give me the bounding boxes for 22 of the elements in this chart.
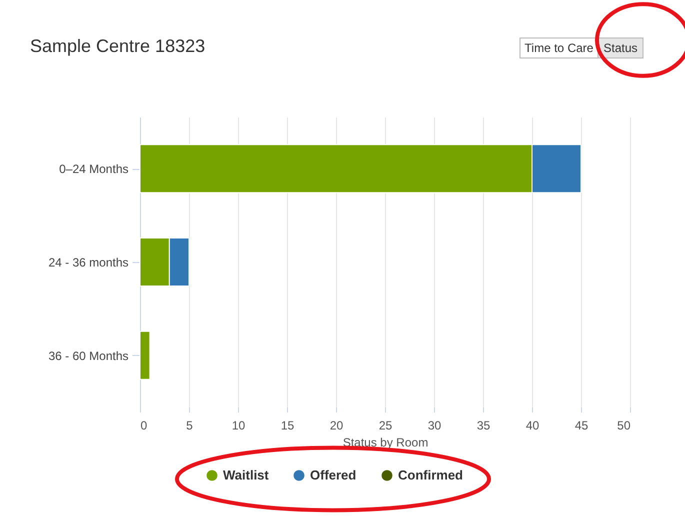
y-tick-label: 36 - 60 Months — [48, 348, 128, 363]
bar — [140, 330, 150, 380]
x-tick-label: 20 — [330, 418, 344, 432]
x-tick-label: 40 — [526, 418, 540, 432]
y-tick-label: 0–24 Months — [59, 162, 128, 176]
x-tick-label: 0 — [140, 418, 148, 432]
x-axis-title: Status by Room — [342, 436, 428, 450]
y-tick-label: 24 - 36 months — [48, 256, 128, 270]
text: Time to Care — [524, 41, 594, 55]
x-tick-label: 35 — [476, 418, 490, 432]
x-tick-label: 50 — [617, 418, 631, 432]
chart-title: Sample Centre 18323 — [30, 36, 206, 56]
text: Status — [603, 41, 638, 55]
legend-label: Waitlist — [223, 467, 270, 482]
x-tick-label: 25 — [378, 418, 392, 432]
x-tick-label: 5 — [186, 418, 194, 432]
legend-label: Offered — [310, 467, 356, 482]
x-tick-label: 45 — [574, 418, 588, 432]
x-tick-label: 10 — [232, 418, 246, 432]
x-tick-label: 30 — [428, 418, 442, 432]
legend-label: Confirmed — [398, 467, 464, 482]
x-tick-label: 15 — [280, 418, 294, 432]
